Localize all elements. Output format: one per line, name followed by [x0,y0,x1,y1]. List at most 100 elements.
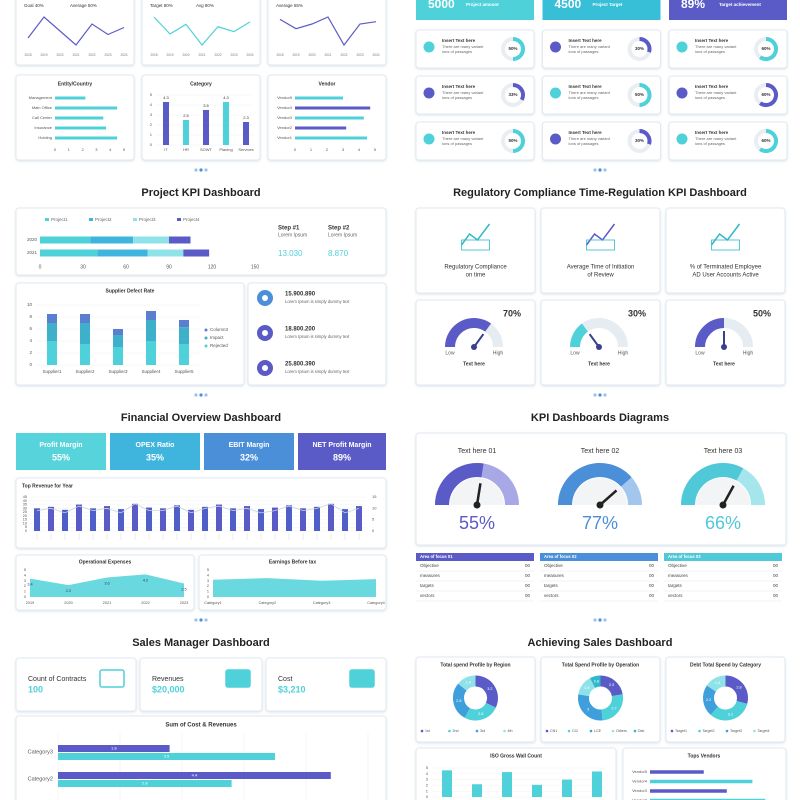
label: 3 [95,147,98,152]
label: 5 [150,92,153,97]
label: Lorem Ipsum [328,232,357,238]
icon-glyph [262,295,268,301]
label: Category1 [204,601,222,605]
bar [342,509,348,531]
bar [58,753,275,760]
donut-segment [601,694,623,721]
legend-label: 3rd [480,729,485,733]
bar-segment [146,320,156,341]
label: Insert Text here [569,84,603,89]
bar [442,770,452,797]
label: vectors [420,593,435,598]
label: 15 [23,518,27,522]
label: Vendor3 [632,788,648,793]
donut-segment [599,675,623,697]
bar [174,505,180,531]
bar-segment [97,249,148,257]
label: 5 [426,765,429,770]
label: 4 [29,338,32,343]
label: 50% [635,92,644,97]
icon [461,239,490,251]
label: 2024 [246,53,253,57]
gauge-value [695,318,725,348]
label: Cost [278,676,292,683]
legend-swatch [448,729,451,733]
label: 1 [24,590,26,594]
label: 1.4 [466,681,471,685]
label: 00 [649,563,655,568]
bar-segment [47,323,57,341]
label: Objective [420,563,439,568]
table-header [416,553,534,561]
legend-swatch [475,729,479,733]
bar [55,106,118,110]
label: 5000 [428,0,455,11]
legend-swatch [589,729,593,733]
label: measures [668,573,689,578]
label: 6 [29,326,32,331]
label: 2023 [230,53,237,57]
label: 100 [28,684,43,694]
gauge-face [573,478,627,505]
label: 60% [761,46,770,51]
bar [230,508,236,531]
bar-segment [113,329,123,335]
label: 00 [525,583,531,588]
donut-value [512,37,525,61]
label: Average 55% [276,3,303,8]
label: Vendor2 [632,798,648,800]
label: 2.3 [609,683,614,687]
gauge-value [558,463,632,506]
bar [314,506,320,531]
label: Category2 [259,601,277,605]
legend-swatch [545,729,549,733]
card [542,121,661,161]
donut-value [639,83,652,107]
label: 10 [372,505,377,510]
bar-segment [146,311,156,320]
bar [295,116,364,120]
label: 3.4 [27,583,32,587]
bar [592,771,602,797]
needle [475,483,482,506]
stat-box [416,0,534,20]
value-label: 2.5 [183,113,189,118]
bar-segment [47,314,57,323]
label: 00 [773,583,779,588]
legend-label: CN1 [550,729,557,733]
label: There are many variant [442,44,484,49]
card [415,121,535,161]
needle [599,489,618,506]
label: 10 [27,302,33,307]
bar [328,503,334,531]
label: 120 [208,264,217,270]
bar [295,126,347,130]
label: Debt Total Spend by Category [690,662,761,668]
bar [132,503,138,531]
icon [349,669,375,688]
line [36,503,360,514]
label: targets [668,583,683,588]
label: Text here 02 [581,448,620,455]
bar [295,96,343,100]
label: 40 [23,499,27,503]
label: Supplier Defect Rate [106,288,155,294]
label: 15.900.890 [285,292,316,298]
label: vectors [544,593,559,598]
donut-segment [706,675,727,693]
card [415,75,535,115]
label: 3 [587,708,589,712]
value-label: 4.3 [223,95,229,100]
bar [146,507,152,531]
label: 55% [459,513,495,533]
kpi-box [298,433,386,470]
bar [202,506,208,531]
legend-swatch [698,729,701,733]
label: Category4 [367,601,385,605]
label: 2021 [27,250,38,255]
donut-segment [474,675,498,708]
label: 30% [635,46,644,51]
label: Average 50% [70,3,97,8]
bar-segment [179,344,189,365]
